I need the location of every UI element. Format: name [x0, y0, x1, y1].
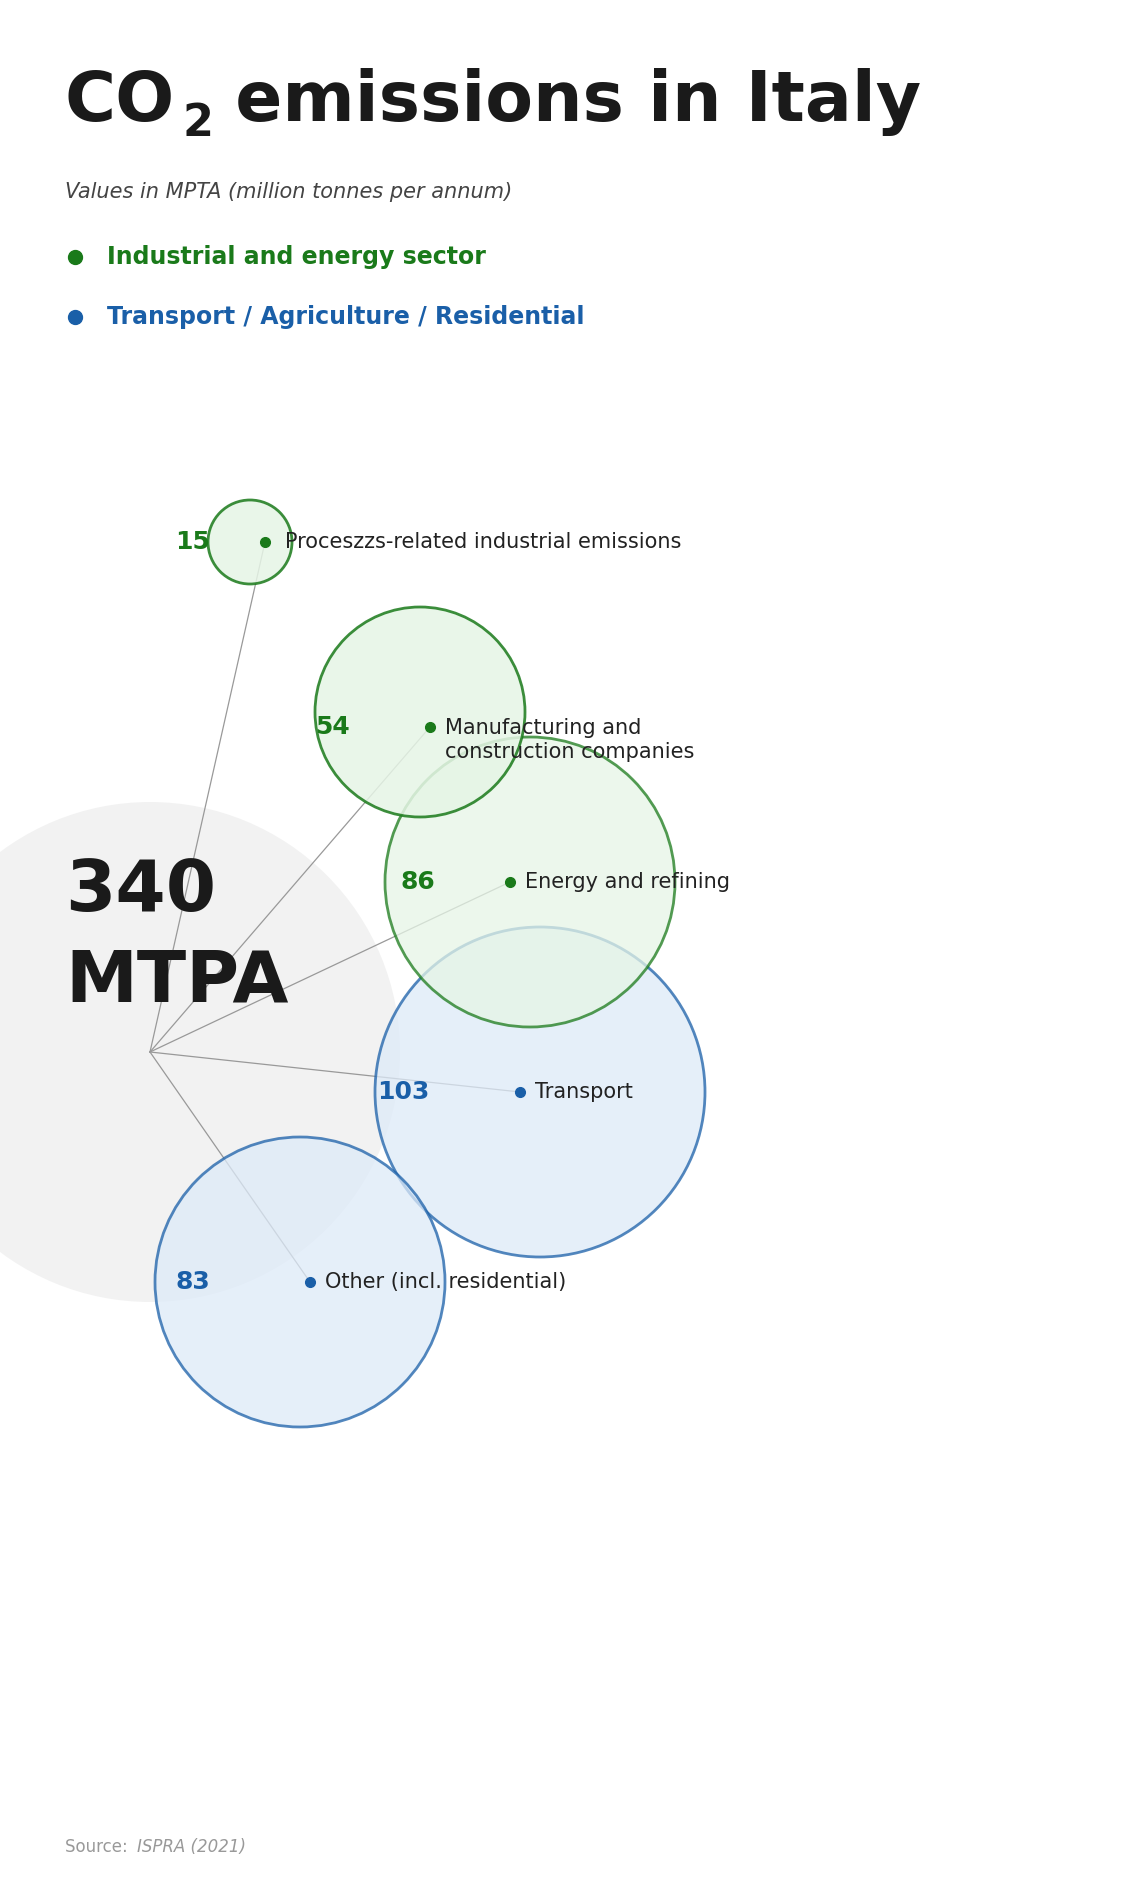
Text: Manufacturing and
construction companies: Manufacturing and construction companies [445, 717, 695, 763]
Circle shape [0, 803, 400, 1303]
Text: MTPA: MTPA [65, 947, 288, 1016]
Text: ISPRA (2021): ISPRA (2021) [137, 1837, 245, 1856]
Text: Source:: Source: [65, 1837, 133, 1856]
Circle shape [208, 500, 292, 584]
Circle shape [375, 926, 705, 1257]
Circle shape [155, 1137, 445, 1426]
Text: 340: 340 [65, 858, 216, 926]
Text: 2: 2 [184, 103, 214, 145]
Circle shape [315, 607, 525, 818]
Text: 54: 54 [315, 715, 350, 740]
Text: CO: CO [65, 68, 176, 135]
Text: 83: 83 [176, 1271, 211, 1293]
Text: Values in MPTA (million tonnes per annum): Values in MPTA (million tonnes per annum… [65, 183, 512, 202]
Text: Other (incl. residential): Other (incl. residential) [325, 1272, 566, 1291]
Text: Energy and refining: Energy and refining [525, 871, 730, 892]
Text: 15: 15 [176, 531, 211, 553]
Text: 103: 103 [377, 1080, 430, 1103]
Text: Transport / Agriculture / Residential: Transport / Agriculture / Residential [107, 304, 584, 329]
Text: Proceszzs-related industrial emissions: Proceszzs-related industrial emissions [285, 533, 681, 552]
Text: Transport: Transport [535, 1082, 633, 1101]
Circle shape [385, 736, 674, 1027]
Text: Industrial and energy sector: Industrial and energy sector [107, 245, 486, 268]
Text: emissions in Italy: emissions in Italy [211, 68, 921, 137]
Text: 86: 86 [400, 869, 435, 894]
